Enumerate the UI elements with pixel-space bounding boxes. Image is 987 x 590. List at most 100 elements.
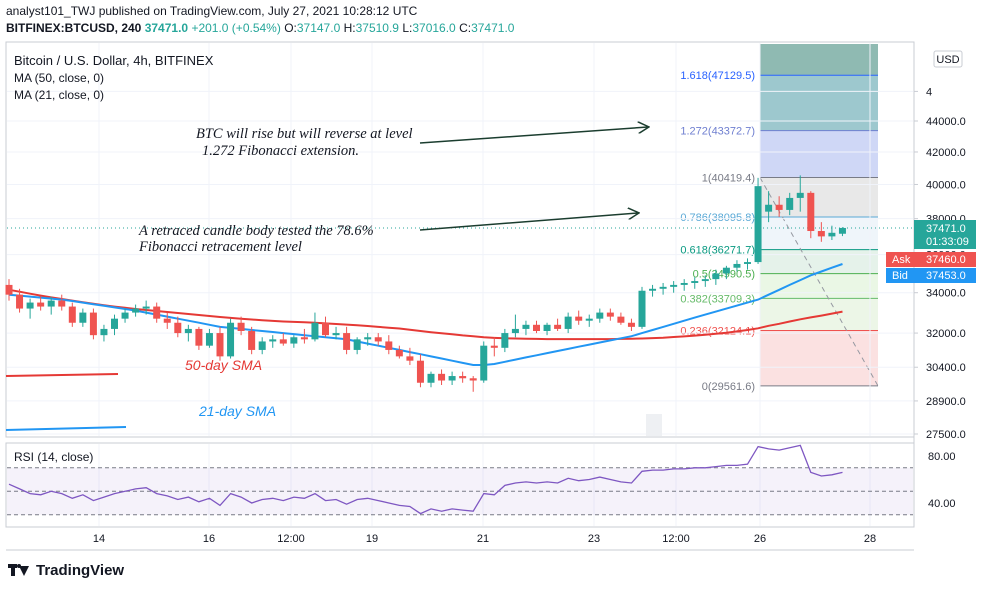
fib-level-label: 0.618(36271.7) xyxy=(680,245,755,257)
candle-body xyxy=(744,262,751,264)
rsi-pane[interactable] xyxy=(5,442,915,528)
candle xyxy=(543,322,551,336)
candle xyxy=(638,286,646,329)
annotation-2-arrow xyxy=(419,213,638,231)
tradingview-logo[interactable]: TradingView xyxy=(8,562,124,579)
candle xyxy=(26,298,34,319)
candle-body xyxy=(290,337,298,344)
candle-body xyxy=(26,302,34,309)
candle-body xyxy=(427,373,435,383)
candle-body xyxy=(332,333,340,336)
candle xyxy=(290,335,298,348)
candle xyxy=(89,308,97,340)
candle xyxy=(596,308,604,323)
candle-body xyxy=(205,333,213,346)
sma50-legend-line xyxy=(5,373,119,377)
candle xyxy=(691,277,699,289)
annotation-1-line1: BTC will rise but will reverse at level xyxy=(196,126,413,142)
candle xyxy=(216,326,224,361)
fib-level-label: 1(40419.4) xyxy=(702,173,755,185)
candle-body xyxy=(807,192,815,232)
candle xyxy=(174,316,182,338)
rsi-legend[interactable]: RSI (14, close) xyxy=(14,450,93,464)
ma50-legend[interactable]: MA (50, close, 0) xyxy=(14,71,104,85)
price-tick-label: 40000.0 xyxy=(926,179,966,191)
sma21-line xyxy=(8,263,843,366)
candle xyxy=(522,320,530,336)
candle-body xyxy=(438,373,446,381)
candle xyxy=(585,314,593,327)
sma21-legend-line xyxy=(5,426,127,431)
currency-badge[interactable] xyxy=(933,50,963,68)
candle-body xyxy=(448,376,456,381)
candle xyxy=(796,175,804,212)
candle-body xyxy=(564,316,572,329)
annotation-2-line2: Fibonacci retracement level xyxy=(138,239,302,255)
candle-body xyxy=(121,312,129,319)
candle xyxy=(79,308,87,327)
candles[interactable] xyxy=(5,175,846,392)
candle xyxy=(438,369,446,385)
price-tick-label: 30400.0 xyxy=(926,362,966,374)
candle-body xyxy=(722,267,730,274)
rsi-line xyxy=(8,444,843,515)
ma21-legend[interactable]: MA (21, close, 0) xyxy=(14,88,104,102)
candle xyxy=(364,333,372,346)
candle-body xyxy=(58,300,66,307)
candle xyxy=(163,312,171,329)
candle xyxy=(427,371,435,388)
candle xyxy=(807,191,815,239)
price-tick-label: 32000.0 xyxy=(926,328,966,340)
candle-body xyxy=(627,322,635,327)
candle xyxy=(322,316,329,338)
chart-title: Bitcoin / U.S. Dollar, 4h, BITFINEX xyxy=(14,53,214,68)
candle-body xyxy=(174,322,182,334)
symbol[interactable]: BITFINEX:BTCUSD, 240 xyxy=(6,21,142,35)
candle-body xyxy=(585,318,593,321)
publish-info: analyst101_TWJ published on TradingView.… xyxy=(6,4,418,18)
currency-label: USD xyxy=(936,54,959,66)
candle-body xyxy=(754,186,762,263)
candle-body xyxy=(195,328,203,346)
sma21-label: 21-day SMA xyxy=(198,403,276,419)
candle-body xyxy=(765,204,773,212)
candle-body xyxy=(649,288,657,291)
candle-body xyxy=(543,324,551,331)
candle xyxy=(754,177,762,264)
candle-body xyxy=(374,337,382,342)
candle-body xyxy=(575,316,583,321)
candle-body xyxy=(258,341,266,350)
candle xyxy=(775,196,783,217)
candle-body xyxy=(184,328,192,334)
candle-body xyxy=(796,192,804,198)
countdown: 01:33:09 xyxy=(926,236,969,248)
candle xyxy=(817,222,825,242)
candle-body xyxy=(490,345,498,348)
candle-body xyxy=(838,227,846,234)
candle xyxy=(680,279,688,291)
candle xyxy=(575,310,583,325)
candle-body xyxy=(132,308,140,313)
candle xyxy=(100,324,108,342)
candle xyxy=(111,314,118,336)
candle xyxy=(838,227,846,237)
candle xyxy=(385,335,393,355)
symbol-ohlc-line: BITFINEX:BTCUSD, 240 37471.0 +201.0 (+0.… xyxy=(6,21,515,35)
candle-body xyxy=(248,330,256,350)
candle xyxy=(279,333,287,346)
candle xyxy=(701,275,709,287)
candle-body xyxy=(343,333,351,350)
candle-body xyxy=(364,337,372,340)
candle-body xyxy=(322,322,329,336)
candle-body xyxy=(469,378,477,381)
rsi-tick-label: 80.00 xyxy=(928,451,956,463)
candle-body xyxy=(659,286,667,289)
candle-body xyxy=(279,339,287,344)
candle-body xyxy=(596,312,604,319)
candle xyxy=(121,308,129,323)
candle-body xyxy=(638,290,646,327)
candle-body xyxy=(416,360,424,383)
price-tick-label: 28900.0 xyxy=(926,396,966,408)
sma21-path xyxy=(8,263,843,366)
